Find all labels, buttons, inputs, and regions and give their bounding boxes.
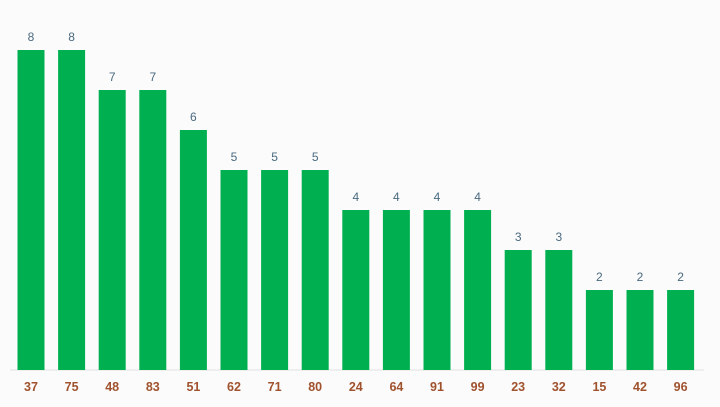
x-tick-label-75: 75 (65, 380, 79, 394)
value-label-42: 2 (637, 270, 644, 284)
value-label-99: 4 (474, 190, 481, 204)
x-tick-label-96: 96 (674, 380, 688, 394)
value-label-80: 5 (312, 150, 319, 164)
x-tick-label-64: 64 (389, 380, 403, 394)
value-label-15: 2 (596, 270, 603, 284)
bar-64 (382, 210, 410, 370)
bar-96 (667, 290, 695, 370)
bar-75 (58, 50, 86, 370)
x-tick-label-99: 99 (471, 380, 485, 394)
value-label-37: 8 (28, 30, 35, 44)
bar-71 (261, 170, 289, 370)
value-label-48: 7 (109, 70, 116, 84)
bar-48 (98, 90, 126, 370)
bar-62 (220, 170, 248, 370)
x-tick-label-24: 24 (349, 380, 363, 394)
bar-37 (17, 50, 45, 370)
x-tick-label-48: 48 (105, 380, 119, 394)
value-label-83: 7 (149, 70, 156, 84)
x-tick-label-15: 15 (592, 380, 606, 394)
x-tick-label-83: 83 (146, 380, 160, 394)
x-tick-label-37: 37 (24, 380, 38, 394)
value-label-24: 4 (352, 190, 359, 204)
bar-83 (139, 90, 167, 370)
bar-91 (423, 210, 451, 370)
bar-99 (464, 210, 492, 370)
x-tick-label-62: 62 (227, 380, 241, 394)
value-label-75: 8 (68, 30, 75, 44)
x-tick-labels-group: 37 75 48 83 51 62 71 80 24 64 91 99 23 32 15 42 96 (24, 380, 688, 394)
value-label-91: 4 (434, 190, 441, 204)
bar-42 (626, 290, 654, 370)
x-tick-label-23: 23 (511, 380, 525, 394)
bar-80 (301, 170, 329, 370)
bar-23 (504, 250, 532, 370)
value-label-32: 3 (555, 230, 562, 244)
bar-15 (585, 290, 613, 370)
value-label-51: 6 (190, 110, 197, 124)
x-tick-label-51: 51 (186, 380, 200, 394)
value-label-71: 5 (271, 150, 278, 164)
bar-24 (342, 210, 370, 370)
x-tick-label-42: 42 (633, 380, 647, 394)
bar-32 (545, 250, 573, 370)
x-tick-label-32: 32 (552, 380, 566, 394)
bars-group (17, 50, 695, 370)
value-label-62: 5 (231, 150, 238, 164)
x-tick-label-80: 80 (308, 380, 322, 394)
value-label-23: 3 (515, 230, 522, 244)
bar-51 (179, 130, 207, 370)
value-labels-group: 8 8 7 7 6 5 5 5 4 4 4 4 3 3 2 2 2 (28, 30, 685, 284)
value-label-64: 4 (393, 190, 400, 204)
x-tick-label-71: 71 (268, 380, 282, 394)
x-tick-label-91: 91 (430, 380, 444, 394)
value-label-96: 2 (677, 270, 684, 284)
